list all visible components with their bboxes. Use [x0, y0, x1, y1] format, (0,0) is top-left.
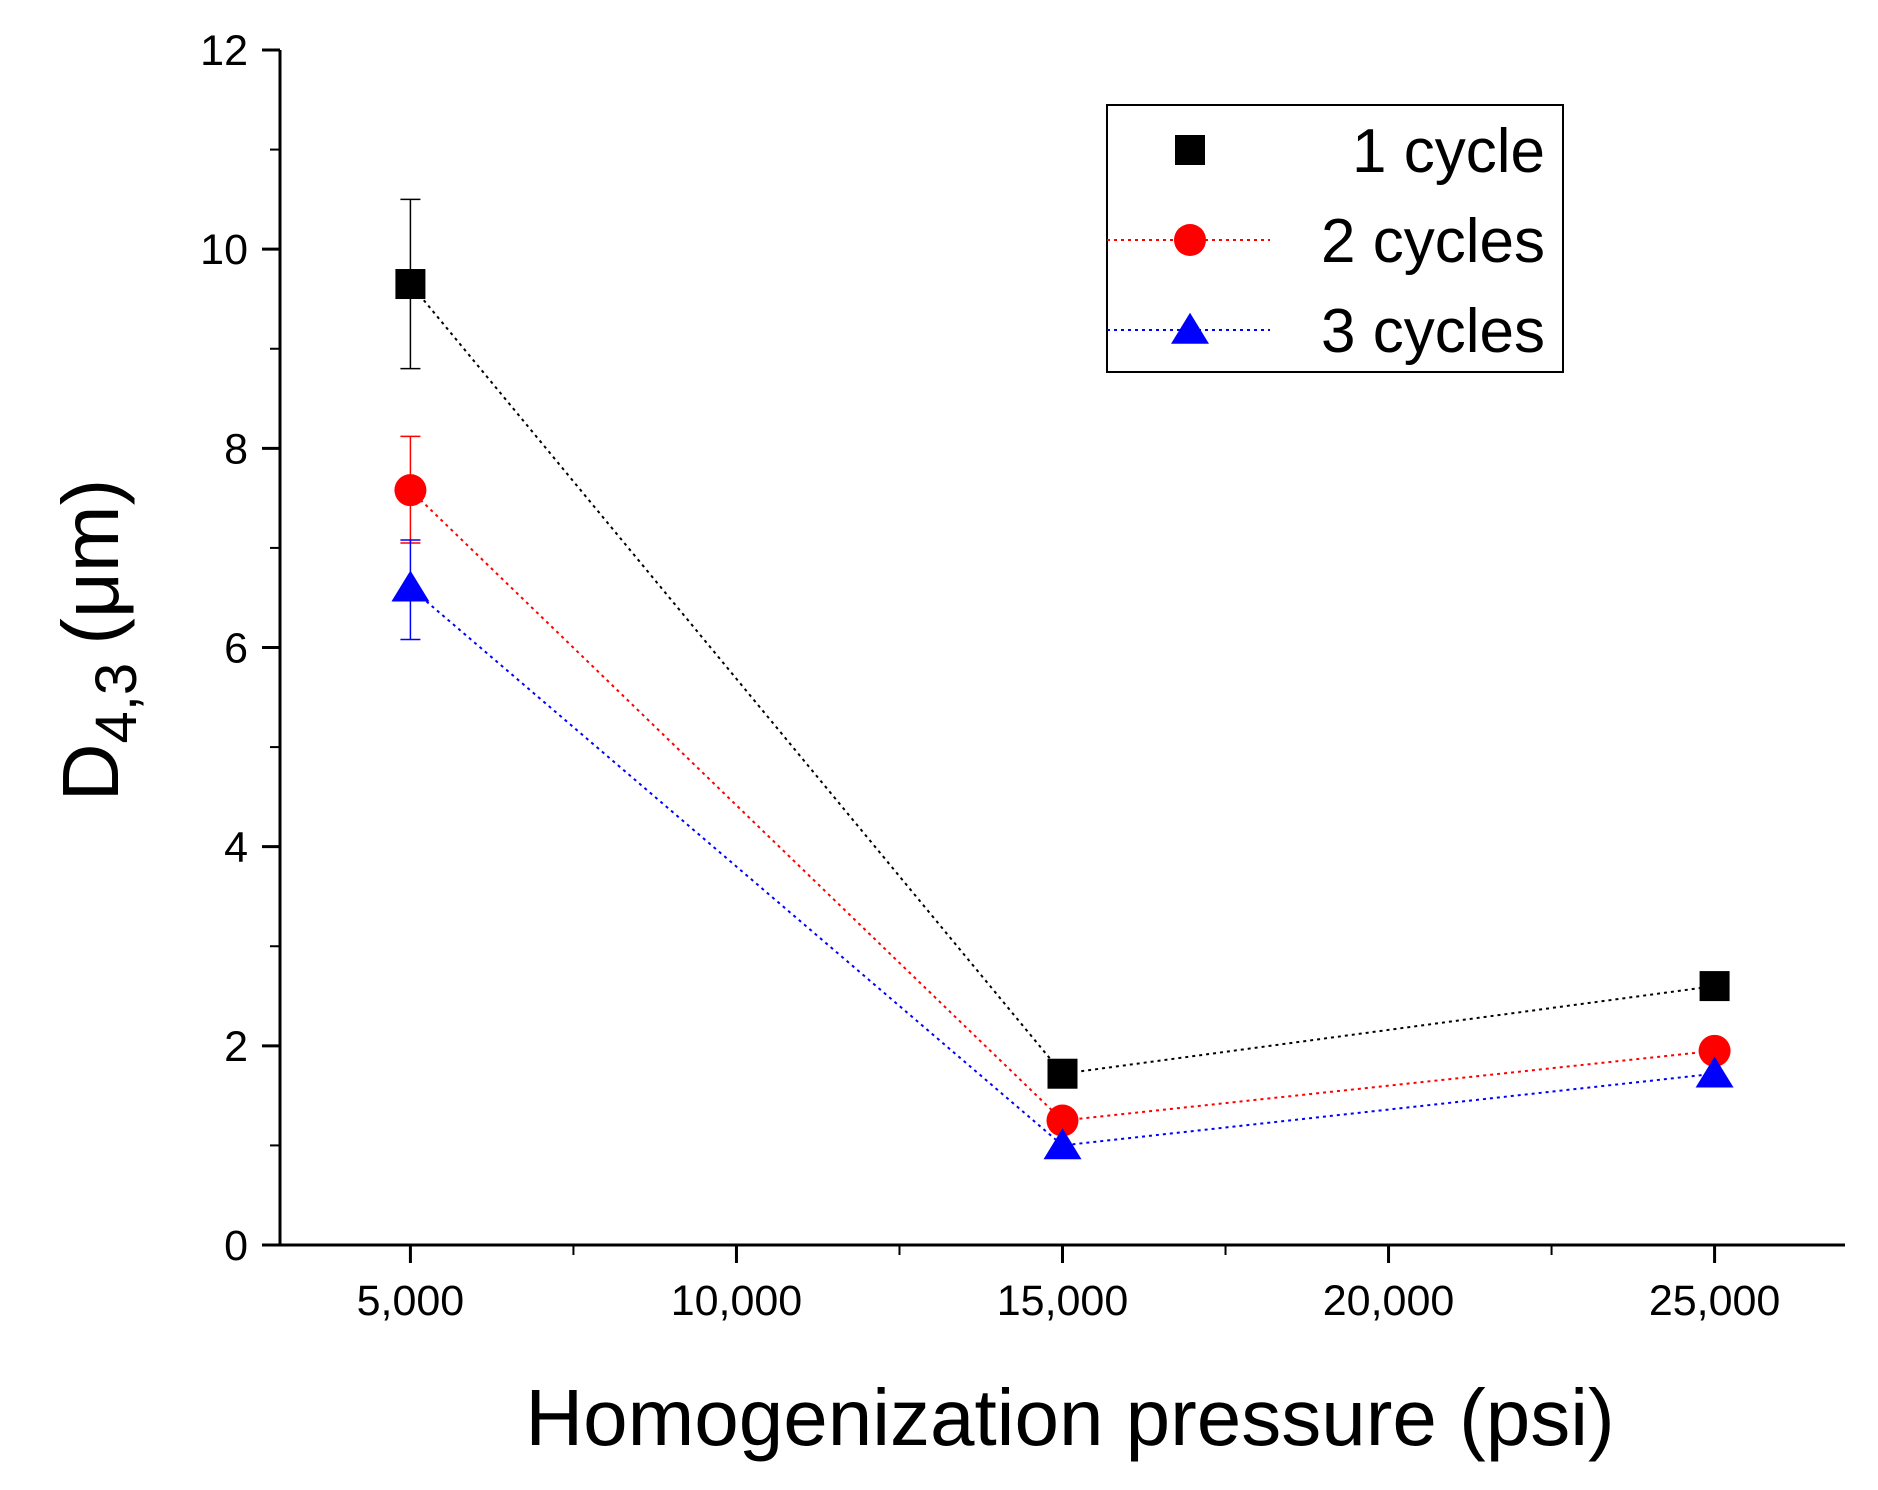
x-tick-label: 5,000 [357, 1277, 465, 1325]
x-tick-label: 15,000 [997, 1277, 1129, 1325]
legend-item: 2 cycles [1107, 207, 1545, 276]
y-tick-label: 4 [224, 824, 248, 872]
series-3-cycles [391, 539, 1734, 1160]
axes: 0 2 4 6 8 10 12 5,000 10,000 15,000 20,000 25,000 [200, 27, 1845, 1325]
data-point [1695, 1056, 1734, 1088]
y-tick-label: 10 [200, 226, 248, 274]
y-tick-label: 2 [224, 1023, 248, 1071]
series-1-cycle [395, 198, 1730, 1089]
legend-item: 3 cycles [1107, 297, 1545, 366]
legend: 1 cycle 2 cycles 3 cycles [1106, 104, 1564, 373]
series-line [409, 586, 1715, 1147]
x-tick-label: 20,000 [1323, 1277, 1455, 1325]
y-axis-title-unit: (μm) [46, 479, 135, 645]
legend-label: 1 cycle [1352, 117, 1545, 186]
legend-label: 3 cycles [1321, 297, 1545, 366]
data-point [1699, 971, 1730, 1002]
x-axis-title: Homogenization pressure (psi) [525, 1373, 1614, 1462]
y-tick-label: 0 [224, 1222, 248, 1270]
series-2-cycles [394, 435, 1731, 1137]
data-point [395, 269, 426, 300]
data-point [1047, 1058, 1078, 1089]
data-point [391, 570, 430, 602]
data-point [1043, 1128, 1082, 1160]
y-tick-label: 8 [224, 425, 248, 473]
y-axis-title-main: D [46, 743, 135, 801]
legend-marker [1175, 135, 1205, 165]
legend-label: 2 cycles [1321, 207, 1545, 276]
data-point [394, 474, 427, 507]
series-line [409, 489, 1715, 1122]
x-tick-label: 10,000 [671, 1277, 803, 1325]
y-tick-label: 6 [224, 625, 248, 673]
y-axis-title: D4,3 (μm) [46, 479, 149, 801]
legend-marker [1171, 312, 1209, 344]
series-line [409, 283, 1715, 1075]
y-tick-label: 12 [200, 27, 248, 75]
series-layer [391, 198, 1734, 1160]
y-axis-title-subscript: 4,3 [84, 663, 149, 744]
data-point [1698, 1034, 1731, 1067]
data-point [1046, 1104, 1079, 1137]
x-tick-label: 25,000 [1649, 1277, 1781, 1325]
legend-item: 1 cycle [1175, 117, 1545, 186]
legend-marker [1174, 224, 1206, 256]
